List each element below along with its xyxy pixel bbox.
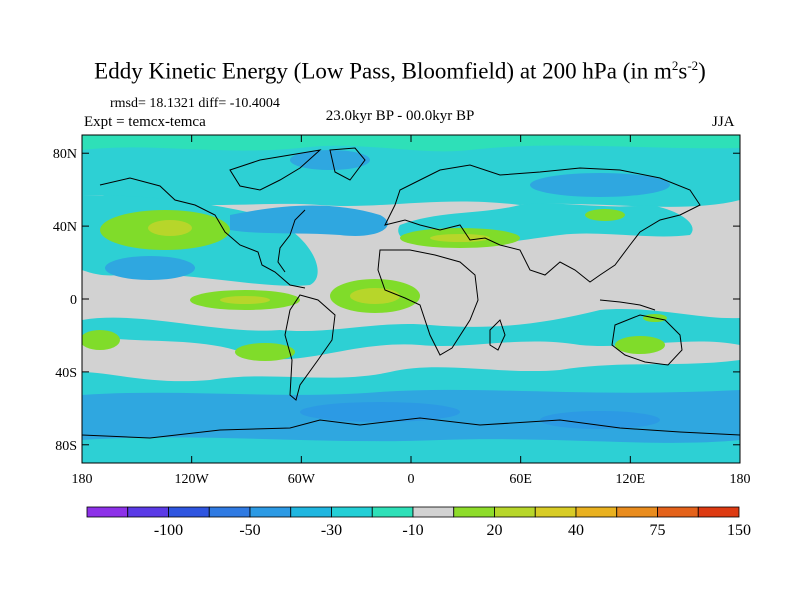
eke-field (82, 135, 740, 463)
lon-tick-label: 120W (175, 472, 210, 487)
lon-tick-label: 180 (730, 472, 751, 487)
tropical-yellow-atlantic (350, 288, 400, 304)
antarctic-darkblue (300, 402, 460, 422)
tropical-yellow-west (220, 296, 270, 304)
colorbar-label: 75 (650, 522, 666, 539)
colorbar-swatch (616, 506, 658, 518)
africa (377, 249, 479, 356)
colorbar-label: 150 (727, 522, 751, 539)
lat-tick-label: 80S (55, 439, 77, 454)
lon-tick-label: 180 (72, 472, 93, 487)
north-atlantic-blue (230, 205, 388, 236)
lat-tick-label: 80N (53, 147, 77, 162)
colorbar-label: -30 (321, 522, 342, 539)
lon-tick-label: 0 (408, 472, 415, 487)
south-america-green (235, 343, 295, 361)
experiment-label: Expt = temcx-temca (84, 114, 206, 130)
lat-tick-label: 40N (53, 220, 77, 235)
australia-green (615, 336, 665, 354)
eurasia (384, 164, 701, 283)
australia (611, 314, 683, 366)
season-label: JJA (712, 114, 735, 130)
colorbar-label: -100 (154, 522, 183, 539)
atlantic-blue-north (290, 150, 370, 170)
north-america-west-coast (99, 177, 306, 289)
colorbar-label: -10 (402, 522, 423, 539)
colorbar-label: -50 (239, 522, 260, 539)
colorbar-swatch (290, 506, 332, 518)
lon-tick-label: 60W (288, 472, 316, 487)
colorbar-label: 20 (487, 522, 503, 539)
rmsd-diff-stats: rmsd= 18.1321 diff= -10.4004 (110, 96, 280, 111)
mediterranean-yellow (430, 234, 490, 242)
colorbar-swatch (86, 506, 129, 518)
colorbar-swatch (697, 506, 740, 518)
canada-arctic (229, 149, 322, 191)
lat-tick-label: 40S (55, 366, 77, 381)
pacific-yellow (148, 220, 192, 236)
colorbar: -100 -50 -30 -10 20 40 75 150 (86, 506, 751, 539)
antarctica (82, 417, 740, 439)
colorbar-label: 40 (568, 522, 584, 539)
madagascar (489, 319, 506, 351)
plot-title: Eddy Kinetic Energy (Low Pass, Bloomfiel… (94, 58, 706, 84)
antarctic-darkblue-east (540, 411, 660, 429)
colorbar-swatch (371, 506, 414, 518)
period-label: 23.0kyr BP - 00.0kyr BP (325, 108, 475, 124)
colorbar-swatch (331, 506, 373, 518)
arctic-teal (82, 135, 740, 152)
colorbar-swatch (412, 506, 455, 518)
coastlines (82, 147, 740, 439)
siberia-blue (530, 173, 670, 197)
lat-tick-label: 0 (70, 293, 77, 308)
lon-tick-label: 60E (509, 472, 532, 487)
south-pacific-green (82, 330, 120, 350)
indonesia (599, 299, 656, 311)
colorbar-swatch (534, 506, 577, 518)
colorbar-swatch (249, 506, 292, 518)
pacific-blue (105, 256, 195, 280)
polar-cyan (82, 437, 740, 463)
colorbar-swatch (127, 506, 169, 518)
colorbar-swatch (657, 506, 699, 518)
colorbar-swatch (208, 506, 251, 518)
greenland (329, 147, 366, 181)
south-america (284, 294, 336, 401)
lon-tick-label: 120E (616, 472, 646, 487)
colorbar-swatch (494, 506, 536, 518)
colorbar-swatch (575, 506, 618, 518)
axis-ticks: 80N 40N 0 40S 80S 180 120W 60W 0 60E 120E 180 (53, 135, 751, 487)
asia-green (585, 209, 625, 221)
southern-gray-band (82, 335, 740, 382)
colorbar-swatch (453, 506, 495, 518)
colorbar-swatch (168, 506, 210, 518)
north-america-east-coast (277, 209, 306, 273)
